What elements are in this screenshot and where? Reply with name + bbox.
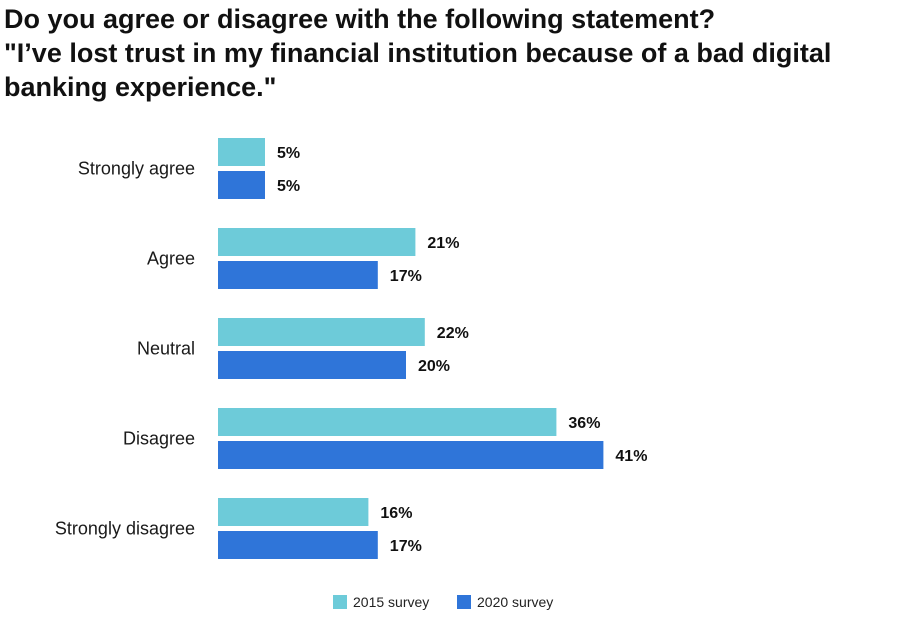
bar bbox=[218, 498, 369, 526]
data-label: 20% bbox=[418, 358, 450, 375]
data-label: 5% bbox=[277, 145, 300, 162]
data-label: 16% bbox=[380, 505, 412, 522]
data-label: 17% bbox=[390, 268, 422, 285]
bar bbox=[218, 228, 416, 256]
category-label: Neutral bbox=[137, 339, 195, 359]
data-label: 17% bbox=[390, 538, 422, 555]
bar bbox=[218, 261, 378, 289]
legend-label: 2015 survey bbox=[353, 594, 429, 610]
bar bbox=[218, 531, 378, 559]
data-label: 22% bbox=[437, 325, 469, 342]
category-label: Disagree bbox=[123, 429, 195, 449]
chart-title-line-1: Do you agree or disagree with the follow… bbox=[4, 4, 716, 34]
chart-title: Do you agree or disagree with the follow… bbox=[4, 2, 894, 104]
category-label: Agree bbox=[147, 249, 195, 269]
category-label: Strongly disagree bbox=[55, 519, 195, 539]
legend-label: 2020 survey bbox=[477, 594, 553, 610]
category-label: Strongly agree bbox=[78, 159, 195, 179]
legend-swatch bbox=[457, 595, 471, 609]
data-label: 21% bbox=[427, 235, 459, 252]
bar bbox=[218, 138, 265, 166]
bar bbox=[218, 408, 557, 436]
bar bbox=[218, 318, 425, 346]
bar bbox=[218, 171, 265, 199]
data-label: 5% bbox=[277, 178, 300, 195]
chart-title-line-3: banking experience." bbox=[4, 72, 277, 102]
bars-layer: Strongly agree 5% 5% Agree 21% 17% Neutral 22% 2… bbox=[55, 138, 647, 559]
chart-title-line-2: "I’ve lost trust in my financial institu… bbox=[4, 38, 832, 68]
legend: 2015 survey 2020 survey bbox=[333, 594, 553, 610]
data-label: 36% bbox=[568, 415, 600, 432]
bar bbox=[218, 351, 406, 379]
data-label: 41% bbox=[615, 448, 647, 465]
legend-swatch bbox=[333, 595, 347, 609]
bar bbox=[218, 441, 604, 469]
